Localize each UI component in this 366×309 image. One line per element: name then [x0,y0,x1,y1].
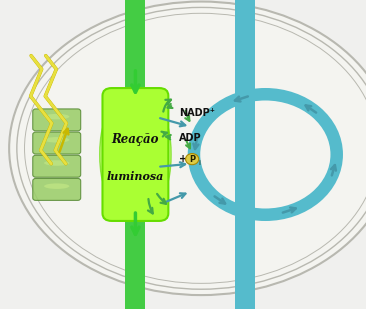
FancyBboxPatch shape [102,88,168,221]
Bar [235,0,255,309]
Ellipse shape [44,160,70,166]
Text: NADP⁺: NADP⁺ [179,108,215,118]
Circle shape [186,154,199,165]
Text: luminosa: luminosa [107,171,164,182]
Text: P: P [189,154,195,164]
Text: ADP: ADP [179,133,202,142]
Ellipse shape [44,183,70,189]
Ellipse shape [44,114,70,119]
Ellipse shape [44,137,70,142]
Text: Reação: Reação [112,133,159,146]
Ellipse shape [9,2,366,295]
FancyBboxPatch shape [33,178,81,201]
Bar [125,0,145,309]
Ellipse shape [154,119,171,190]
FancyBboxPatch shape [33,109,81,131]
Text: +: + [179,154,187,164]
FancyBboxPatch shape [33,132,81,154]
Ellipse shape [100,119,116,190]
Text: i: i [198,160,200,166]
FancyBboxPatch shape [33,155,81,177]
